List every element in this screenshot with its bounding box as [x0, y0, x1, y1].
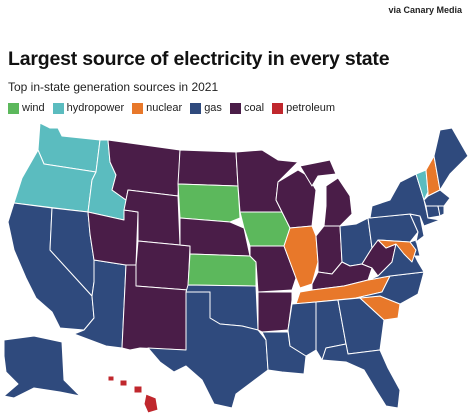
- page-subtitle: Top in-state generation sources in 2021: [8, 80, 219, 94]
- state-ia: [239, 211, 291, 247]
- legend-label-gas: gas: [204, 102, 222, 114]
- legend-item-petroleum: petroleum: [272, 102, 335, 114]
- legend-swatch-petroleum: [272, 102, 284, 114]
- state-mt: [107, 139, 181, 201]
- legend-swatch-gas: [190, 102, 202, 114]
- state-ks: [187, 253, 257, 287]
- legend-swatch-coal: [229, 102, 241, 114]
- state-de: [409, 239, 421, 257]
- legend-item-nuclear: nuclear: [132, 102, 182, 114]
- state-wy: [123, 189, 181, 246]
- state-co: [135, 240, 191, 291]
- legend-swatch-wind: [8, 102, 19, 114]
- state-nc: [355, 271, 425, 305]
- page-title: Largest source of electricity in every s…: [8, 48, 390, 70]
- legend-label-wind: wind: [22, 102, 45, 114]
- state-me: [433, 127, 469, 191]
- legend-swatch-hydropower: [52, 102, 64, 114]
- state-ut: [87, 209, 139, 266]
- hawaii-island-oahu: [119, 379, 128, 387]
- state-nd: [177, 149, 239, 187]
- state-ms: [287, 301, 317, 357]
- legend-item-coal: coal: [229, 102, 265, 114]
- legend-swatch-nuclear: [132, 102, 144, 114]
- legend-item-wind: wind: [8, 102, 45, 114]
- state-mi: [299, 159, 353, 227]
- hawaii-island-kauai: [107, 375, 115, 382]
- legend-item-hydropower: hydropower: [52, 102, 125, 114]
- state-ny: [369, 173, 441, 227]
- state-hi: [107, 375, 159, 414]
- hawaii-island-maui: [133, 385, 143, 394]
- legend-label-hydropower: hydropower: [66, 102, 125, 114]
- state-ak: [3, 335, 81, 399]
- legend: wind hydropower nuclear gas coal petrole…: [8, 102, 335, 114]
- legend-label-petroleum: petroleum: [286, 102, 336, 114]
- state-ar: [257, 291, 293, 333]
- state-il: [283, 225, 319, 289]
- legend-label-coal: coal: [243, 102, 265, 114]
- credit-text: via Canary Media: [388, 5, 462, 15]
- legend-item-gas: gas: [190, 102, 222, 114]
- state-ri: [437, 205, 445, 217]
- state-sd: [177, 183, 241, 223]
- state-fl: [321, 343, 401, 409]
- legend-label-nuclear: nuclear: [146, 102, 183, 114]
- state-tx: [147, 291, 269, 409]
- state-ne: [179, 217, 251, 257]
- hawaii-island-big-island: [143, 393, 159, 414]
